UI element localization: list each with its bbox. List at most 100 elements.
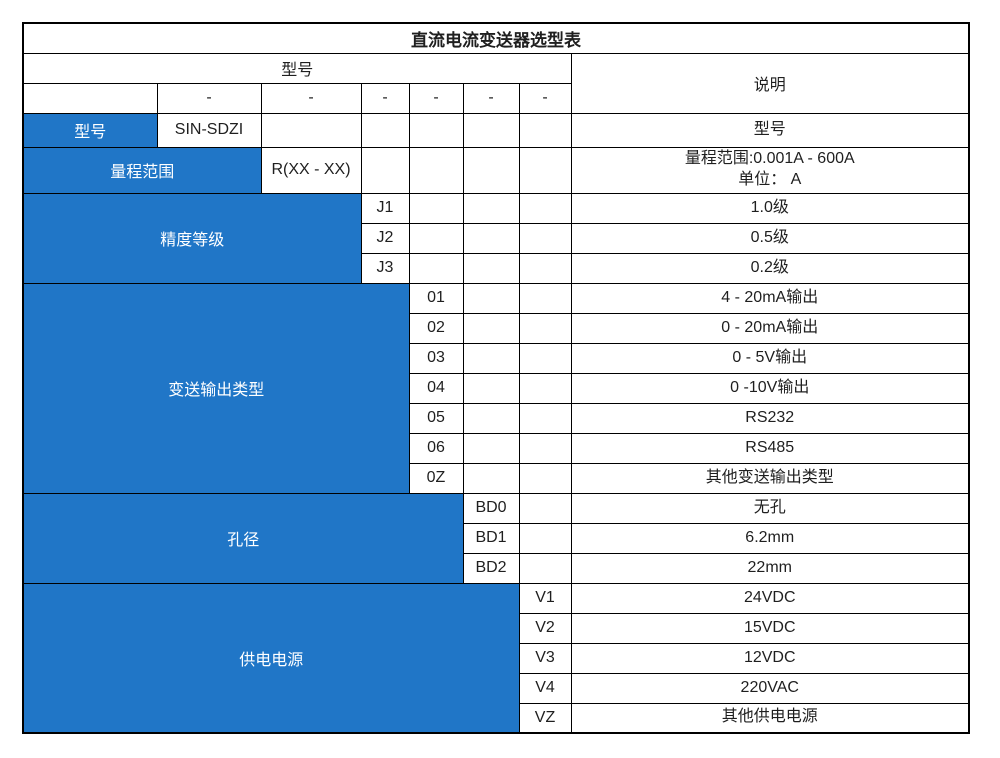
option-row-accuracy: J2 0.5级 [23, 222, 970, 254]
empty-code-cell [260, 112, 362, 148]
option-code-accuracy: J2 [360, 222, 410, 254]
group-label-aperture: 孔径 [22, 492, 464, 584]
option-code-output-type: 03 [408, 342, 464, 374]
title-row: 直流电流变送器选型表 [22, 22, 970, 54]
empty-code-cell [462, 192, 520, 224]
empty-code-cell [518, 222, 572, 254]
option-description: 12VDC [570, 642, 970, 674]
option-row-power-supply: 供电电源 V1 24VDC [22, 582, 970, 734]
model-code-dash: - [360, 82, 410, 114]
option-row-output-type: 0Z 其他变送输出类型 [23, 462, 970, 494]
option-description: 0 - 5V输出 [570, 342, 970, 374]
option-code-aperture: BD1 [462, 522, 520, 554]
option-code-range: R(XX - XX) [260, 146, 362, 194]
group-label-range: 量程范围 [22, 146, 262, 194]
option-code-accuracy: J3 [360, 252, 410, 284]
option-code-accuracy: J1 [360, 192, 410, 224]
option-description: 0 -10V输出 [570, 372, 970, 404]
empty-code-cell [518, 432, 572, 464]
option-code-output-type: 06 [408, 432, 464, 464]
option-row-power-supply: V3 12VDC [23, 642, 970, 674]
option-row-range: 量程范围 R(XX - XX) 量程范围:0.001A - 600A 单位： A [22, 146, 970, 194]
group-label-output-type: 变送输出类型 [22, 282, 410, 494]
empty-code-cell [518, 552, 572, 584]
option-code-output-type: 05 [408, 402, 464, 434]
empty-code-cell [408, 252, 464, 284]
option-code-model: SIN-SDZI [156, 112, 262, 148]
empty-code-cell [518, 112, 572, 148]
empty-code-cell [462, 312, 520, 344]
empty-code-cell [462, 342, 520, 374]
empty-code-cell [462, 222, 520, 254]
option-row-output-type: 03 0 - 5V输出 [23, 342, 970, 374]
model-header-row: 型号 说明 [22, 52, 970, 114]
dash-row-empty-cell [22, 82, 158, 114]
empty-code-cell [360, 112, 410, 148]
option-row-output-type: 05 RS232 [23, 402, 970, 434]
group-label-accuracy: 精度等级 [22, 192, 362, 284]
empty-code-cell [462, 462, 520, 494]
option-description: 4 - 20mA输出 [570, 282, 970, 314]
option-description: 24VDC [570, 582, 970, 614]
option-description: 0 - 20mA输出 [570, 312, 970, 344]
empty-code-cell [462, 402, 520, 434]
group-label-model: 型号 [22, 112, 158, 148]
model-code-dash: - [462, 82, 520, 114]
option-row-power-supply: VZ 其他供电电源 [23, 702, 970, 734]
model-code-dash: - [260, 82, 362, 114]
empty-code-cell [518, 342, 572, 374]
empty-code-cell [408, 222, 464, 254]
option-description: 22mm [570, 552, 970, 584]
model-group-header: 型号 [22, 52, 572, 84]
option-description: 0.5级 [570, 222, 970, 254]
option-row-aperture: BD2 22mm [23, 552, 970, 584]
model-code-dash: - [518, 82, 572, 114]
option-row-output-type: 变送输出类型 01 4 - 20mA输出 [22, 282, 970, 494]
option-description: 1.0级 [570, 192, 970, 224]
option-description: RS485 [570, 432, 970, 464]
empty-code-cell [518, 462, 572, 494]
selection-sheet: 直流电流变送器选型表 型号 说明 ------ 型号 SIN-SDZI 型号 量程范围… [22, 22, 970, 734]
empty-code-cell [462, 112, 520, 148]
empty-code-cell [408, 146, 464, 194]
option-code-power-supply: V4 [518, 672, 572, 704]
option-description: 无孔 [570, 492, 970, 524]
empty-code-cell [518, 522, 572, 554]
empty-code-cell [408, 112, 464, 148]
empty-code-cell [408, 192, 464, 224]
option-description: 220VAC [570, 672, 970, 704]
option-code-output-type: 0Z [408, 462, 464, 494]
option-description: 0.2级 [570, 252, 970, 284]
table-title: 直流电流变送器选型表 [22, 22, 970, 54]
empty-code-cell [462, 372, 520, 404]
option-row-accuracy: 精度等级 J1 1.0级 [22, 192, 970, 284]
option-row-output-type: 06 RS485 [23, 432, 970, 464]
option-code-power-supply: VZ [518, 702, 572, 734]
model-code-dash: - [156, 82, 262, 114]
empty-code-cell [518, 312, 572, 344]
option-description: 15VDC [570, 612, 970, 644]
option-code-power-supply: V3 [518, 642, 572, 674]
option-description: 型号 [570, 112, 970, 148]
empty-code-cell [462, 252, 520, 284]
empty-code-cell [462, 282, 520, 314]
empty-code-cell [518, 192, 572, 224]
option-code-aperture: BD0 [462, 492, 520, 524]
empty-code-cell [518, 402, 572, 434]
empty-code-cell [462, 146, 520, 194]
empty-code-cell [518, 252, 572, 284]
empty-code-cell [518, 492, 572, 524]
option-code-aperture: BD2 [462, 552, 520, 584]
empty-code-cell [518, 372, 572, 404]
empty-code-cell [360, 146, 410, 194]
option-code-power-supply: V1 [518, 582, 572, 614]
group-label-power-supply: 供电电源 [22, 582, 520, 734]
empty-code-cell [462, 432, 520, 464]
option-row-model: 型号 SIN-SDZI 型号 [22, 112, 970, 148]
empty-code-cell [518, 146, 572, 194]
option-code-power-supply: V2 [518, 612, 572, 644]
description-header: 说明 [570, 52, 970, 114]
option-code-output-type: 02 [408, 312, 464, 344]
option-description: 其他变送输出类型 [570, 462, 970, 494]
option-description: 其他供电电源 [570, 702, 970, 734]
